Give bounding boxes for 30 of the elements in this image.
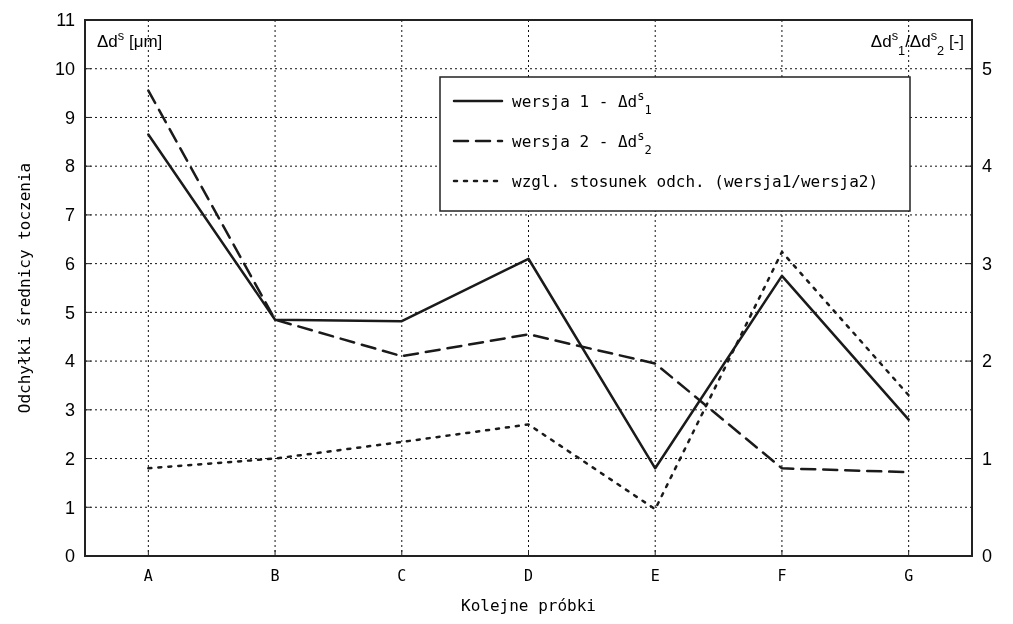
y-tick-label: 2 xyxy=(64,448,75,469)
y-tick-label: 9 xyxy=(64,107,75,128)
x-tick-label: G xyxy=(904,567,914,585)
y-tick-label: 10 xyxy=(54,59,75,80)
legend-label: wzgl. stosunek odch. (wersja1/wersja2) xyxy=(512,171,879,191)
y-tick-label: 4 xyxy=(64,351,75,372)
x-tick-label: D xyxy=(523,567,534,585)
y-tick-label: 8 xyxy=(64,156,75,177)
y-tick-label: 11 xyxy=(56,10,75,31)
y2-tick-label: 1 xyxy=(982,448,993,469)
x-axis-title: Kolejne próbki xyxy=(461,596,596,615)
y-tick-label: 5 xyxy=(64,302,75,323)
y2-tick-label: 0 xyxy=(982,546,993,567)
y-tick-label: 3 xyxy=(64,400,75,421)
x-tick-label: F xyxy=(777,567,787,585)
y-axis-title: Odchyłki średnicy toczenia xyxy=(15,162,34,414)
y2-axis-title: Δd$^{s}$$_{1}$/Δd$^{s}$$_{2}$ [-] xyxy=(870,27,964,58)
x-tick-label: B xyxy=(270,567,280,585)
x-tick-label: E xyxy=(650,567,660,585)
y2-tick-label: 4 xyxy=(982,156,993,177)
x-tick-label: A xyxy=(143,567,153,585)
y-tick-label: 6 xyxy=(64,253,75,274)
y2-tick-label: 3 xyxy=(982,253,993,274)
annotation: Δd$^{s}$ [μm] xyxy=(97,27,163,51)
y2-tick-label: 5 xyxy=(982,59,993,80)
x-tick-label: C xyxy=(397,567,407,585)
y-tick-label: 0 xyxy=(64,546,75,567)
y-tick-label: 7 xyxy=(64,205,75,226)
y2-tick-label: 2 xyxy=(982,351,993,372)
y-tick-label: 1 xyxy=(64,497,75,518)
